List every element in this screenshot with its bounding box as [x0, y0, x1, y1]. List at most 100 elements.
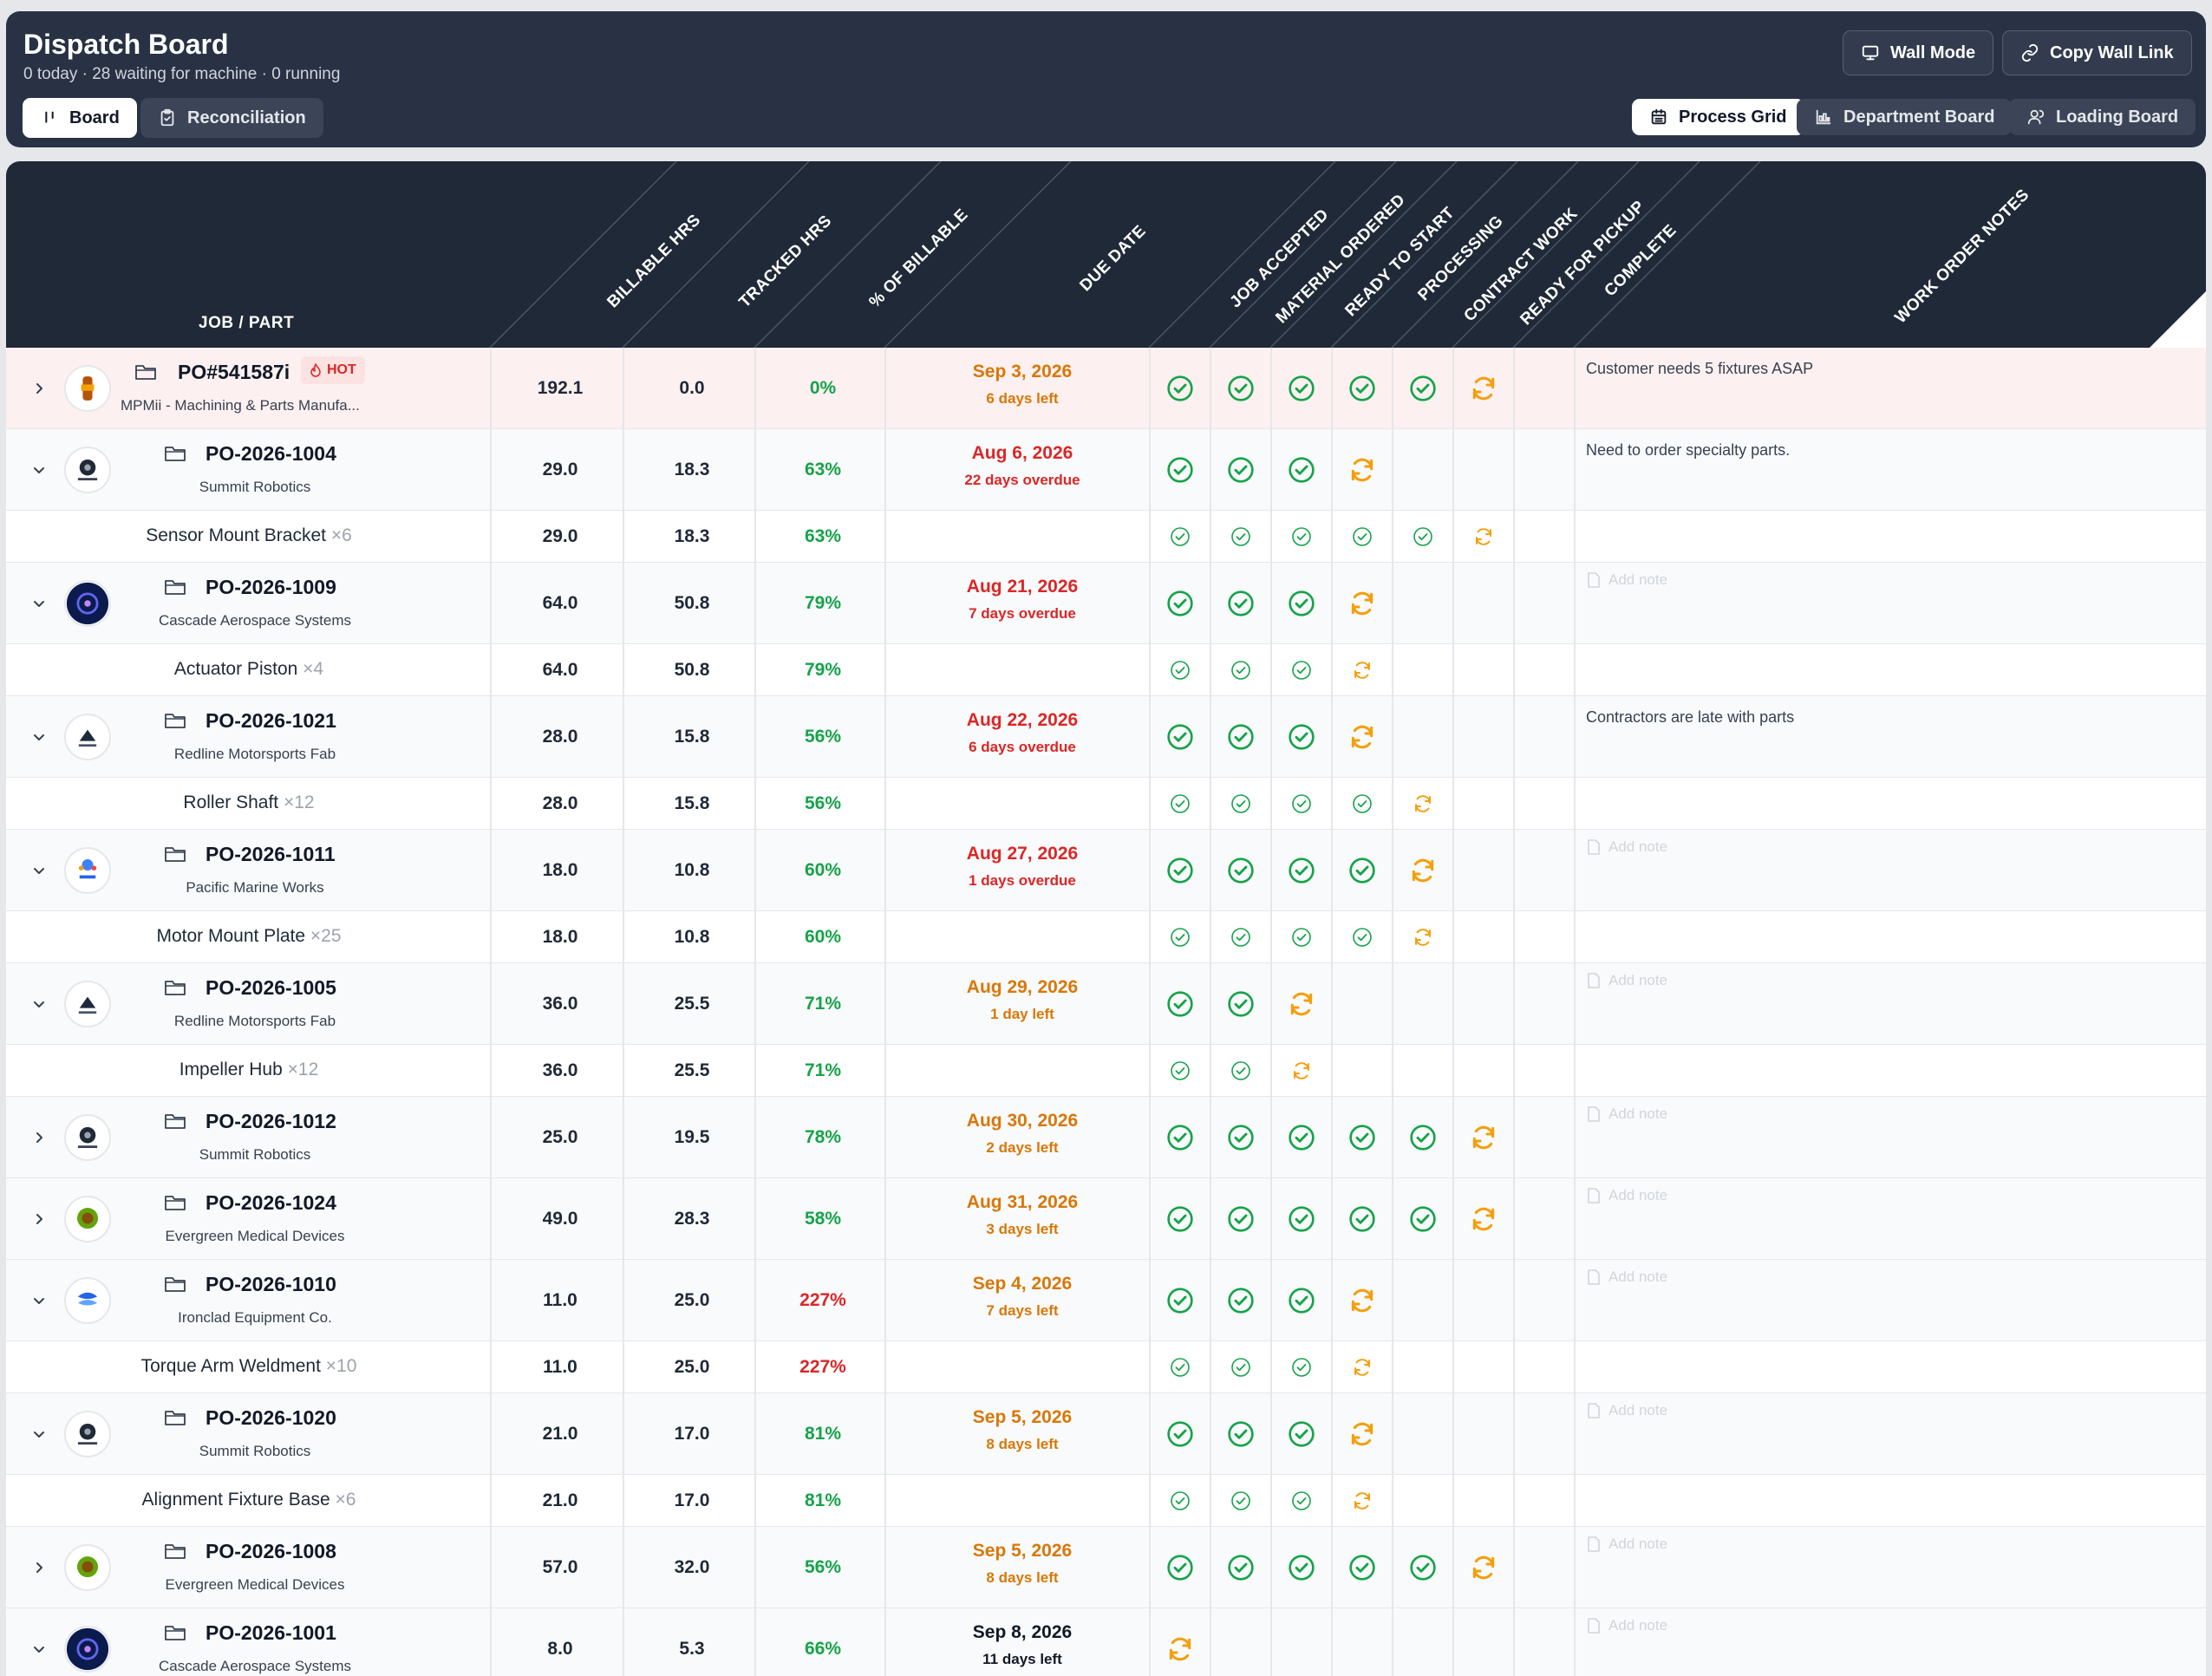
add-note-button[interactable]: Add note	[1586, 571, 1667, 589]
customer-name: MPMii - Machining & Parts Manufa...	[121, 397, 360, 414]
add-note-button[interactable]: Add note	[1586, 972, 1667, 989]
add-note-button[interactable]: Add note	[1586, 1402, 1667, 1419]
tab-reconciliation[interactable]: Reconciliation	[140, 98, 323, 138]
pct-of-billable: 81%	[804, 1490, 842, 1510]
chevron-down-icon[interactable]	[30, 461, 48, 479]
check-circle-icon	[1349, 1125, 1375, 1151]
chevron-right-icon[interactable]	[30, 1129, 48, 1146]
table-row[interactable]: PO-2026-1012 Summit Robotics Aug 30, 2026 2…	[6, 1097, 2206, 1178]
pct-of-billable: 63%	[804, 526, 842, 546]
part-name-text: Torque Arm Weldment	[140, 1356, 321, 1376]
table-row[interactable]: PO-2026-1004 Summit Robotics Aug 6, 2026 22…	[6, 429, 2206, 511]
check-circle-icon	[1231, 661, 1250, 680]
column-divider	[1331, 1393, 1333, 1474]
column-divider	[623, 644, 624, 695]
po-number[interactable]: PO#541587i	[178, 361, 290, 383]
po-number[interactable]: PO-2026-1011	[206, 843, 336, 865]
add-note-button[interactable]: Add note	[1586, 1536, 1667, 1553]
table-row[interactable]: PO#541587i HOT MPMii - Machining & Parts M…	[6, 348, 2206, 429]
refresh-icon	[1472, 1207, 1495, 1231]
pct-of-billable: 227%	[799, 1290, 846, 1310]
billable-hours: 36.0	[542, 994, 578, 1014]
customer-logo-image	[66, 1546, 109, 1589]
chevron-down-icon[interactable]	[30, 1425, 48, 1443]
tab-board[interactable]: Board	[23, 98, 137, 138]
check-circle-icon	[1167, 375, 1193, 401]
check-circle-icon	[1228, 991, 1254, 1017]
work-order-note[interactable]: Customer needs 5 fixtures ASAP	[1586, 360, 1814, 377]
column-divider	[754, 1608, 756, 1676]
page-subtitle: 0 today · 28 waiting for machine · 0 run…	[23, 65, 341, 83]
table-row[interactable]: PO-2026-1005 Redline Motorsports Fab Aug 2…	[6, 963, 2206, 1045]
chevron-down-icon[interactable]	[30, 1640, 48, 1658]
column-divider	[1452, 1178, 1454, 1259]
po-number[interactable]: PO-2026-1012	[206, 1110, 336, 1132]
column-divider	[1270, 830, 1272, 910]
hot-badge: HOT	[301, 356, 365, 384]
check-circle-icon	[1349, 1206, 1375, 1232]
view-process-grid[interactable]: Process Grid	[1632, 99, 1804, 135]
tracked-hours: 50.8	[674, 593, 710, 613]
wall-mode-label: Wall Mode	[1890, 42, 1976, 62]
folder-icon	[165, 1114, 186, 1129]
add-note-button[interactable]: Add note	[1586, 1268, 1667, 1286]
view-department-board[interactable]: Department Board	[1797, 99, 2013, 135]
billable-hours: 29.0	[542, 526, 578, 546]
table-row[interactable]: PO-2026-1021 Redline Motorsports Fab Aug 2…	[6, 696, 2206, 778]
po-number[interactable]: PO-2026-1008	[206, 1540, 336, 1562]
wall-mode-button[interactable]: Wall Mode	[1843, 30, 1994, 75]
table-row[interactable]: PO-2026-1001 Cascade Aerospace Systems Sep…	[6, 1608, 2206, 1676]
po-number[interactable]: PO-2026-1004	[206, 442, 336, 465]
chevron-down-icon[interactable]	[30, 728, 48, 746]
copy-wall-link-button[interactable]: Copy Wall Link	[2002, 30, 2192, 75]
billable-hours: 49.0	[542, 1209, 578, 1229]
table-row[interactable]: PO-2026-1020 Summit Robotics Sep 5, 2026 8 …	[6, 1393, 2206, 1475]
po-number[interactable]: PO-2026-1021	[206, 709, 336, 732]
po-number[interactable]: PO-2026-1001	[206, 1621, 336, 1644]
column-divider	[623, 778, 624, 829]
column-divider	[1331, 511, 1333, 562]
refresh-icon	[1412, 858, 1434, 883]
work-order-note[interactable]: Contractors are late with parts	[1586, 708, 1795, 726]
add-note-button[interactable]: Add note	[1586, 1617, 1667, 1634]
add-note-button[interactable]: Add note	[1586, 1187, 1667, 1204]
customer-logo-image	[66, 1412, 109, 1456]
po-number[interactable]: PO-2026-1009	[206, 576, 336, 598]
table-row[interactable]: PO-2026-1009 Cascade Aerospace Systems Aug…	[6, 563, 2206, 644]
column-divider	[1392, 1393, 1393, 1474]
add-note-button[interactable]: Add note	[1586, 1105, 1667, 1123]
chevron-right-icon[interactable]	[30, 1210, 48, 1228]
tracked-hours: 5.3	[679, 1639, 705, 1659]
column-divider	[1270, 1393, 1272, 1474]
table-row[interactable]: PO-2026-1008 Evergreen Medical Devices Sep…	[6, 1527, 2206, 1608]
po-number[interactable]: PO-2026-1010	[206, 1273, 336, 1295]
check-circle-icon	[1167, 457, 1193, 483]
table-row[interactable]: PO-2026-1011 Pacific Marine Works Aug 27, …	[6, 830, 2206, 911]
table-row[interactable]: PO-2026-1024 Evergreen Medical Devices Aug…	[6, 1178, 2206, 1260]
column-divider	[1210, 429, 1211, 510]
chevron-right-icon[interactable]	[30, 380, 48, 397]
column-divider	[1513, 1393, 1515, 1474]
po-number[interactable]: PO-2026-1005	[206, 976, 336, 999]
po-number[interactable]: PO-2026-1024	[206, 1191, 336, 1214]
column-divider	[884, 830, 886, 910]
column-divider	[754, 1097, 756, 1177]
customer-name: Cascade Aerospace Systems	[158, 612, 352, 629]
po-number[interactable]: PO-2026-1020	[206, 1406, 336, 1429]
check-circle-icon	[1167, 991, 1193, 1017]
column-divider	[884, 911, 886, 962]
chevron-right-icon[interactable]	[30, 1559, 48, 1576]
chevron-down-icon[interactable]	[30, 995, 48, 1013]
column-divider	[490, 1341, 492, 1392]
view-department-board-label: Department Board	[1843, 107, 1995, 127]
part-quantity: ×4	[303, 659, 324, 679]
chevron-down-icon[interactable]	[30, 862, 48, 879]
tracked-hours: 10.8	[674, 860, 710, 880]
view-loading-board[interactable]: Loading Board	[2009, 99, 2196, 135]
add-note-button[interactable]: Add note	[1586, 838, 1667, 856]
column-divider	[1270, 348, 1272, 428]
chevron-down-icon[interactable]	[30, 595, 48, 612]
table-row[interactable]: PO-2026-1010 Ironclad Equipment Co. Sep 4,…	[6, 1260, 2206, 1341]
chevron-down-icon[interactable]	[30, 1292, 48, 1309]
work-order-note[interactable]: Need to order specialty parts.	[1586, 441, 1791, 459]
